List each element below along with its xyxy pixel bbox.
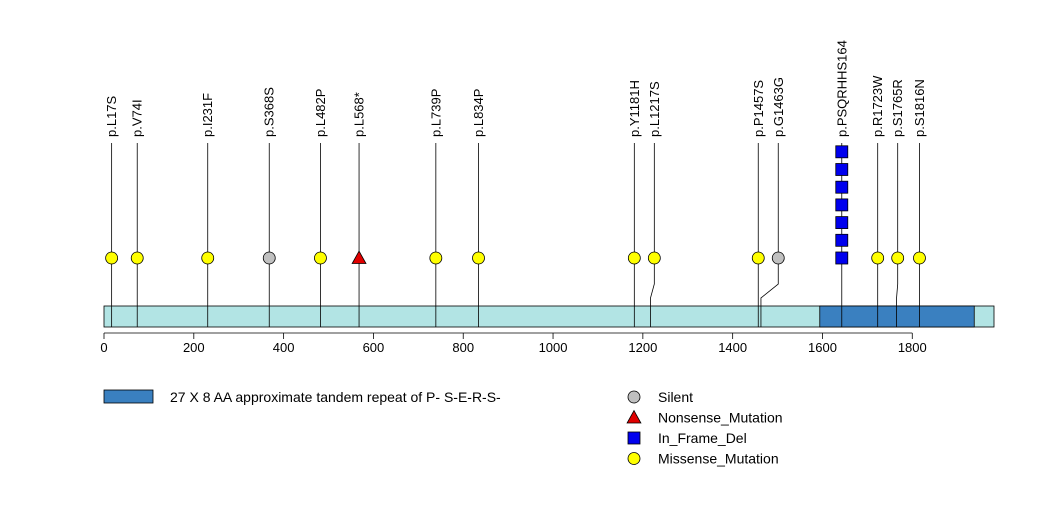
marker-p-i231f xyxy=(201,251,215,265)
mutation-label-p-s368s: p.S368S xyxy=(262,87,277,137)
marker-p-s368s xyxy=(262,251,276,265)
stem-p-l1217s xyxy=(650,143,655,306)
mutation-label-p-r1723w: p.R1723W xyxy=(870,75,885,137)
x-axis: 0 200 400 600 800 1000 1200 1400 1600 1800 xyxy=(100,332,927,355)
mutation-label-p-l834p: p.L834P xyxy=(471,89,486,137)
marker-p-l1217s xyxy=(647,251,661,265)
mutation-label-p-l17s: p.L17S xyxy=(104,95,119,137)
legend-label-in-frame-del: In_Frame_Del xyxy=(658,430,747,446)
legend-marker-in-frame-del xyxy=(627,431,641,445)
x-tick-label-1400: 1400 xyxy=(718,340,747,355)
mutation-label-p-s1765r: p.S1765R xyxy=(890,79,905,137)
mutation-label-p-p1457s: p.P1457S xyxy=(751,80,766,137)
marker-p-psqrhhs164-1 xyxy=(835,251,849,265)
mutation-stems xyxy=(111,143,920,306)
marker-p-psqrhhs164-3 xyxy=(835,216,849,230)
x-tick-label-0: 0 xyxy=(100,340,107,355)
mutation-label-p-l739p: p.L739P xyxy=(428,89,443,137)
legend: 27 X 8 AA approximate tandem repeat of P… xyxy=(103,389,783,467)
marker-p-p1457s xyxy=(751,251,765,265)
stem-p-g1463g xyxy=(760,143,779,306)
legend-marker-nonsense-mutation xyxy=(626,409,642,424)
x-tick-label-200: 200 xyxy=(183,340,205,355)
marker-p-r1723w xyxy=(871,251,885,265)
marker-p-psqrhhs164-4 xyxy=(835,198,849,212)
x-tick-label-1800: 1800 xyxy=(898,340,927,355)
mutation-label-p-y1181h: p.Y1181H xyxy=(627,80,642,137)
marker-p-psqrhhs164-6 xyxy=(835,163,849,176)
marker-p-l834p xyxy=(472,251,485,265)
mutation-markers xyxy=(105,145,926,265)
legend-marker-missense-mutation xyxy=(627,452,641,465)
mutation-labels: p.L17S p.V74I p.I231F p.S368S p.L482P p.L568*… xyxy=(104,40,927,137)
mutation-label-p-v74i: p.V74I xyxy=(130,99,145,137)
marker-p-psqrhhs164-5 xyxy=(835,180,849,194)
mutation-label-p-l568: p.L568* xyxy=(352,92,367,137)
stem-p-s1765r xyxy=(896,143,899,306)
marker-p-s1816n xyxy=(913,251,926,265)
protein-bar xyxy=(103,305,995,328)
domain-27-x-8-aa-approximate-tandem-repeat-of-p-s-e-r-s xyxy=(819,305,975,328)
legend-label-missense-mutation: Missense_Mutation xyxy=(658,451,779,467)
x-tick-label-1000: 1000 xyxy=(539,340,568,355)
legend-marker-silent xyxy=(627,390,641,404)
x-tick-label-400: 400 xyxy=(273,340,295,355)
mutation-label-p-s1816n: p.S1816N xyxy=(912,79,927,137)
marker-p-l568 xyxy=(351,250,367,264)
marker-p-v74i xyxy=(130,251,144,265)
marker-p-psqrhhs164-2 xyxy=(835,233,849,247)
mutation-label-p-i231f: p.I231F xyxy=(200,93,215,137)
marker-p-l739p xyxy=(429,251,443,265)
mutation-label-p-l482p: p.L482P xyxy=(313,89,328,137)
marker-p-l482p xyxy=(314,251,327,265)
x-tick-label-600: 600 xyxy=(363,340,385,355)
marker-p-l17s xyxy=(105,251,119,265)
marker-p-psqrhhs164-7 xyxy=(835,145,849,159)
marker-p-g1463g xyxy=(771,251,785,265)
legend-label-nonsense-mutation: Nonsense_Mutation xyxy=(658,410,783,426)
legend-label-silent: Silent xyxy=(658,389,693,405)
x-tick-label-1600: 1600 xyxy=(808,340,837,355)
mutation-label-p-psqrhhs164: p.PSQRHHS164 xyxy=(834,40,849,137)
mutation-label-p-g1463g: p.G1463G xyxy=(771,77,786,137)
x-tick-label-1200: 1200 xyxy=(628,340,657,355)
marker-p-y1181h xyxy=(627,251,641,265)
legend-label-27-x-8-aa-approximate-tandem-repeat-of-p-s-e-r-s: 27 X 8 AA approximate tandem repeat of P… xyxy=(170,389,501,405)
x-tick-label-800: 800 xyxy=(452,340,474,355)
mutation-label-p-l1217s: p.L1217S xyxy=(647,81,662,137)
marker-p-s1765r xyxy=(891,251,905,265)
legend-swatch-27-x-8-aa-approximate-tandem-repeat-of-p-s-e-r-s xyxy=(103,389,154,404)
protein-track xyxy=(103,305,995,328)
